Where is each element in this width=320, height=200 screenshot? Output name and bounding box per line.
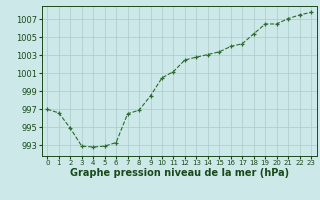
X-axis label: Graphe pression niveau de la mer (hPa): Graphe pression niveau de la mer (hPa) — [70, 168, 289, 178]
